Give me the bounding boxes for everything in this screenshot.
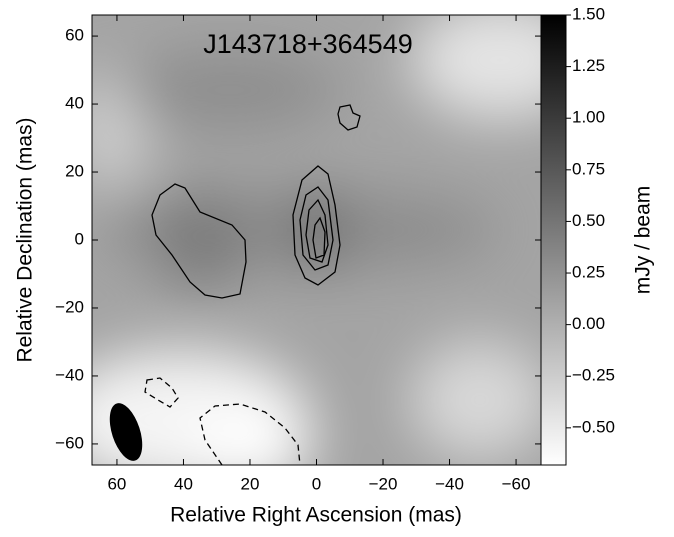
y-tick-label: −40 — [55, 365, 84, 384]
contour — [292, 165, 341, 286]
colorbar-tick-label: 1.25 — [572, 56, 605, 75]
colorbar-tick-label: −0.50 — [572, 417, 615, 436]
x-tick-label: 60 — [107, 474, 126, 493]
x-tick-label: −20 — [369, 474, 398, 493]
colorbar — [540, 14, 567, 466]
contour — [299, 186, 334, 271]
image — [92, 15, 541, 465]
x-tick-label: 20 — [241, 474, 260, 493]
x-tick-label: 0 — [312, 474, 321, 493]
x-tick-label: 40 — [174, 474, 193, 493]
contour — [305, 198, 329, 263]
colorbar-tick-label: 1.00 — [572, 108, 605, 127]
y-tick-label: −20 — [55, 297, 84, 316]
x-tick-label: −40 — [435, 474, 464, 493]
colorbar-tick-label: 0.25 — [572, 263, 605, 282]
colorbar-tick-label: −0.25 — [572, 366, 615, 385]
y-tick-label: 40 — [65, 94, 84, 113]
colorbar-tick-label: 0.75 — [572, 159, 605, 178]
contour — [337, 104, 361, 131]
contour — [151, 183, 247, 299]
colorbar-tick-label: 1.50 — [572, 4, 605, 23]
y-tick-label: 60 — [65, 26, 84, 45]
colorbar-label: mJy / beam — [632, 186, 655, 295]
colorbar-tick-label: 0.50 — [572, 211, 605, 230]
x-tick-label: −60 — [502, 474, 531, 493]
contour — [199, 403, 301, 465]
x-axis-label: Relative Right Ascension (mas) — [170, 504, 462, 527]
chart-title: J143718+364549 — [203, 29, 412, 59]
beam — [109, 403, 143, 461]
y-tick-label: 0 — [75, 229, 84, 248]
colorbar-tick-label: 0.00 — [572, 314, 605, 333]
y-tick-label: −60 — [55, 433, 84, 452]
y-axis-label: Relative Declination (mas) — [14, 117, 37, 362]
y-tick-label: 20 — [65, 162, 84, 181]
contour — [312, 216, 326, 259]
contour — [144, 377, 179, 408]
